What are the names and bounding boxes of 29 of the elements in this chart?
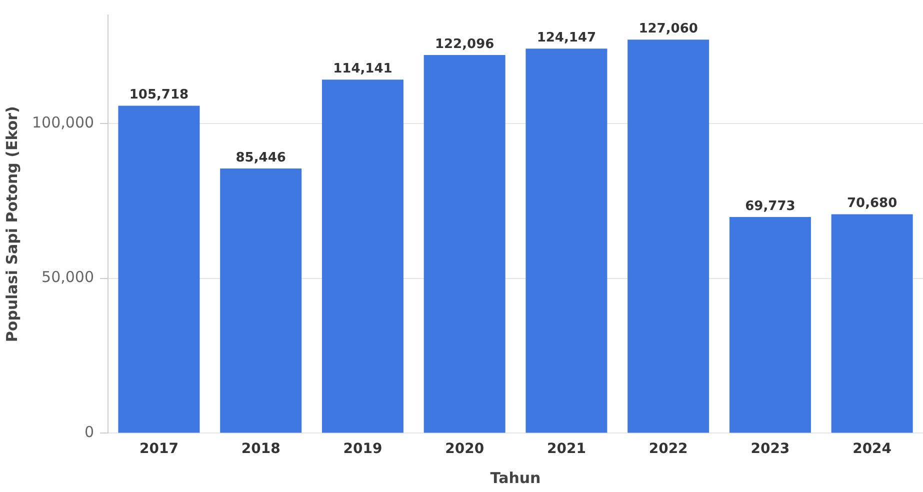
data-label: 69,773 (745, 198, 796, 214)
data-label: 70,680 (846, 196, 898, 212)
x-tick-label: 2017 (139, 441, 178, 458)
bar (220, 168, 302, 433)
y-tick-label: 50,000 (42, 268, 94, 286)
y-tick-label: 100,000 (32, 113, 94, 132)
x-tick-label: 2023 (750, 441, 790, 458)
x-tick-label: 2024 (852, 441, 892, 458)
bar (729, 217, 811, 433)
x-axis-title: Tahun (490, 468, 541, 487)
bar (424, 54, 506, 433)
x-tick-label: 2021 (546, 441, 586, 458)
bar (628, 40, 710, 433)
data-label: 105,718 (129, 88, 189, 103)
x-tick-label: 2018 (241, 441, 280, 458)
data-label: 122,096 (434, 36, 494, 52)
data-label: 85,446 (236, 150, 286, 166)
x-tick-label: 2022 (648, 441, 688, 458)
bar (526, 48, 608, 433)
bar (322, 80, 404, 433)
x-tick-label: 2019 (343, 441, 382, 458)
data-label: 127,060 (638, 21, 698, 36)
y-axis-title: Populasi Sapi Potong (Ekor) (2, 106, 21, 342)
data-label: 114,141 (333, 61, 392, 76)
data-label: 124,147 (536, 30, 596, 46)
bar (118, 106, 200, 433)
x-tick-label: 2020 (445, 441, 484, 458)
bar (831, 214, 913, 433)
y-tick-label: 0 (84, 423, 94, 442)
